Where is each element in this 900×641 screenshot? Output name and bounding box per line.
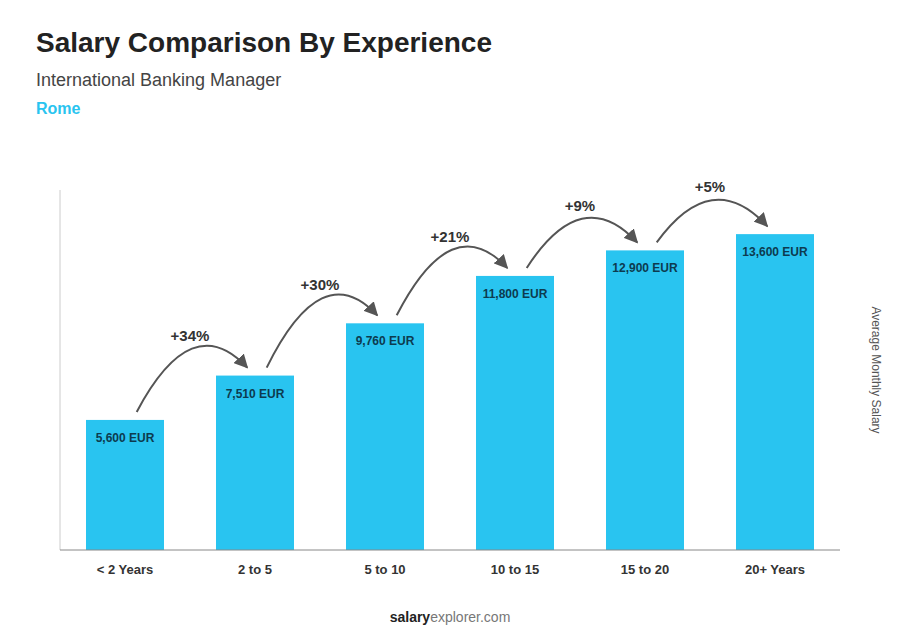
data-label: 9,760 EUR [356, 334, 415, 348]
chart: Salary Comparison By Experience Internati… [0, 0, 900, 641]
data-label: 5,600 EUR [96, 431, 155, 445]
change-label: +5% [695, 178, 725, 195]
bar [216, 376, 294, 550]
change-arrow [657, 200, 768, 243]
change-arrow [267, 294, 378, 367]
x-tick-label: 5 to 10 [364, 562, 405, 577]
change-arrow [397, 246, 508, 315]
bar [606, 250, 684, 550]
source-normal: explorer.com [430, 609, 510, 625]
title: Salary Comparison By Experience [36, 27, 492, 58]
change-label: +9% [565, 197, 595, 214]
bar [346, 323, 424, 550]
subtitle: International Banking Manager [36, 70, 281, 90]
bar [476, 276, 554, 550]
data-label: 7,510 EUR [226, 387, 285, 401]
source-bold: salary [390, 609, 431, 625]
source: salaryexplorer.com [390, 609, 511, 625]
bar [736, 234, 814, 550]
y-axis-label: Average Monthly Salary [869, 306, 883, 433]
change-arrow [527, 218, 638, 268]
x-tick-label: 15 to 20 [621, 562, 669, 577]
x-tick-label: 10 to 15 [491, 562, 539, 577]
change-label: +21% [431, 228, 470, 245]
city: Rome [36, 100, 81, 117]
change-arrow [137, 346, 248, 412]
x-tick-label: 2 to 5 [238, 562, 272, 577]
bar [86, 420, 164, 550]
data-label: 12,900 EUR [612, 261, 678, 275]
change-label: +30% [301, 276, 340, 293]
data-label: 11,800 EUR [483, 287, 548, 301]
change-label: +34% [171, 327, 210, 344]
y-axis-line [60, 190, 61, 550]
data-label: 13,600 EUR [742, 245, 808, 259]
x-axis-line [60, 550, 840, 551]
x-tick-label: 20+ Years [745, 562, 805, 577]
bars [86, 234, 814, 550]
x-tick-label: < 2 Years [97, 562, 154, 577]
